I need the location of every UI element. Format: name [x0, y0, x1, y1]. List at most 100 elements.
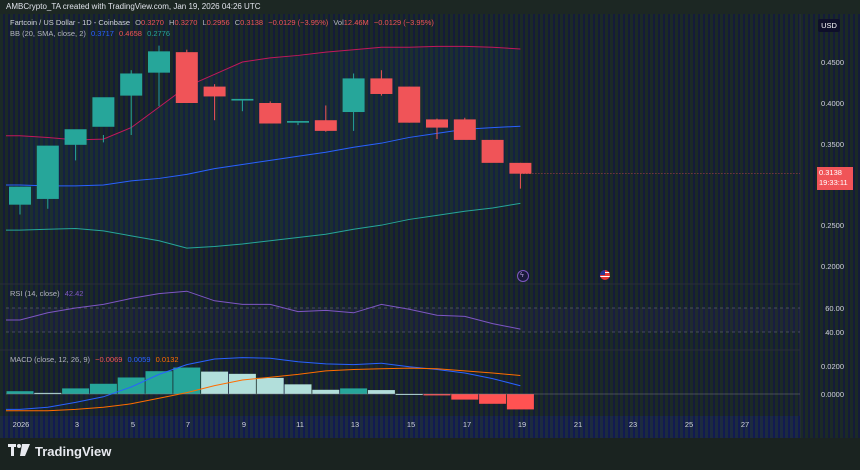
macd-histogram-bar [228, 373, 256, 394]
close-label: C [234, 18, 241, 27]
price-axis-label: 0.2500 [821, 221, 844, 230]
macd-axis-label: 0.0200 [821, 362, 844, 371]
candle-body [231, 98, 254, 101]
last-price-value: 0.3138 [819, 168, 842, 177]
macd-histogram-bar [173, 367, 201, 394]
currency-button[interactable]: USD [818, 19, 840, 32]
macd-histogram-bar [284, 384, 312, 394]
macd-histogram-bar [201, 371, 229, 394]
candle-body [92, 97, 115, 127]
macd-histogram-bar [506, 394, 534, 410]
bb-basis-line [6, 125, 521, 187]
macd-hist-value: −0.0069 [95, 355, 123, 364]
open-value: 0.3270 [140, 18, 164, 27]
time-label: 17 [462, 420, 472, 429]
rsi-axis-label: 40.00 [825, 328, 844, 337]
time-label: 15 [406, 420, 416, 429]
bb-legend: BB (20, SMA, close, 2) 0.3717 0.4658 0.2… [10, 29, 173, 38]
time-label: 2026 [12, 420, 30, 429]
candle-body [259, 103, 282, 124]
tradingview-logo-icon [8, 444, 30, 459]
macd-histogram-bar [89, 383, 117, 394]
symbol-title[interactable]: Fartcoin / US Dollar - 1D - Coinbase [10, 18, 131, 27]
time-label: 11 [296, 420, 304, 429]
price-axis-label: 0.4500 [821, 58, 844, 67]
bb-basis-value: 0.3717 [90, 29, 114, 38]
candle-body [36, 145, 59, 199]
price-axis-label: 0.4000 [821, 99, 844, 108]
macd-line-value: 0.0059 [127, 355, 151, 364]
macd-histogram-bar [312, 389, 340, 394]
time-label: 27 [740, 420, 750, 429]
candle-body [426, 119, 448, 128]
candle-body [509, 162, 532, 174]
low-value: 0.2956 [206, 18, 230, 27]
time-label: 23 [628, 420, 638, 429]
time-label: 19 [517, 420, 527, 429]
candle-body [175, 52, 198, 103]
candle-body [481, 139, 504, 163]
open-label: O [135, 18, 141, 27]
main-legend: Fartcoin / US Dollar - 1D - Coinbase O0.… [10, 18, 437, 27]
candle-body [9, 186, 31, 205]
tradingview-logo[interactable]: TradingView [8, 444, 111, 459]
rsi-label[interactable]: RSI (14, close) [10, 289, 60, 298]
bb-label[interactable]: BB (20, SMA, close, 2) [10, 29, 86, 38]
macd-label[interactable]: MACD (close, 12, 26, 9) [10, 355, 91, 364]
high-label: H [169, 18, 175, 27]
macd-histogram-bar [451, 394, 479, 400]
bb-lower-line [6, 202, 521, 249]
macd-histogram-bar [62, 388, 90, 394]
macd-histogram-bar [423, 394, 451, 396]
price-axis-label: 0.3500 [821, 140, 844, 149]
macd-histogram-bar [479, 394, 507, 404]
candle-body [370, 78, 393, 94]
rsi-value: 42.42 [64, 289, 84, 298]
high-value: 0.3270 [174, 18, 198, 27]
macd-histogram-bar [340, 388, 368, 394]
price-axis-label: 0.2000 [821, 262, 844, 271]
candle-body [314, 120, 337, 131]
candle-body [64, 129, 87, 145]
time-label: 7 [185, 420, 191, 429]
bar-countdown: 19:33:11 [819, 178, 848, 187]
macd-legend: MACD (close, 12, 26, 9) −0.0069 0.0059 0… [10, 355, 182, 364]
last-price-tag: 0.3138 19:33:11 [817, 167, 853, 190]
rsi-band-fill [6, 308, 800, 332]
time-label: 3 [74, 420, 80, 429]
bb-upper-value: 0.4658 [119, 29, 142, 38]
time-label: 21 [573, 420, 583, 429]
macd-histogram-bar [117, 377, 145, 394]
macd-axis-label: 0.0000 [821, 390, 844, 399]
footer-bar [0, 438, 860, 470]
macd-signal-line [6, 367, 521, 412]
vol-change: −0.0129 (−3.95%) [373, 18, 434, 27]
credit-bar [0, 0, 860, 14]
close-value: 0.3138 [240, 18, 264, 27]
macd-histogram-bar [395, 394, 423, 395]
time-label: 5 [130, 420, 136, 429]
candle-body [287, 121, 309, 123]
candle-body [453, 119, 476, 140]
rsi-line [6, 290, 521, 330]
time-label: 9 [241, 420, 247, 429]
time-axis[interactable] [0, 416, 800, 438]
macd-signal-value: 0.0132 [155, 355, 179, 364]
bb-lower-value: 0.2776 [147, 29, 171, 38]
candle-body [120, 73, 143, 96]
macd-histogram-bar [34, 392, 62, 394]
bb-band-fill [20, 46, 521, 249]
vol-label: Vol [333, 18, 344, 27]
credit-text: AMBCrypto_TA created with TradingView.co… [6, 2, 261, 11]
macd-histogram-bar [367, 390, 395, 394]
lightning-event-icon[interactable]: ϟ [517, 270, 529, 282]
macd-histogram-bar [145, 371, 173, 394]
candle-body [398, 86, 421, 123]
candle-body [148, 51, 170, 73]
change-value: −0.0129 (−3.95%) [268, 18, 329, 27]
rsi-axis-label: 60.00 [825, 304, 844, 313]
tradingview-brand: TradingView [35, 444, 112, 459]
macd-histogram-bar [6, 391, 34, 394]
us-flag-event-icon[interactable] [600, 270, 610, 280]
